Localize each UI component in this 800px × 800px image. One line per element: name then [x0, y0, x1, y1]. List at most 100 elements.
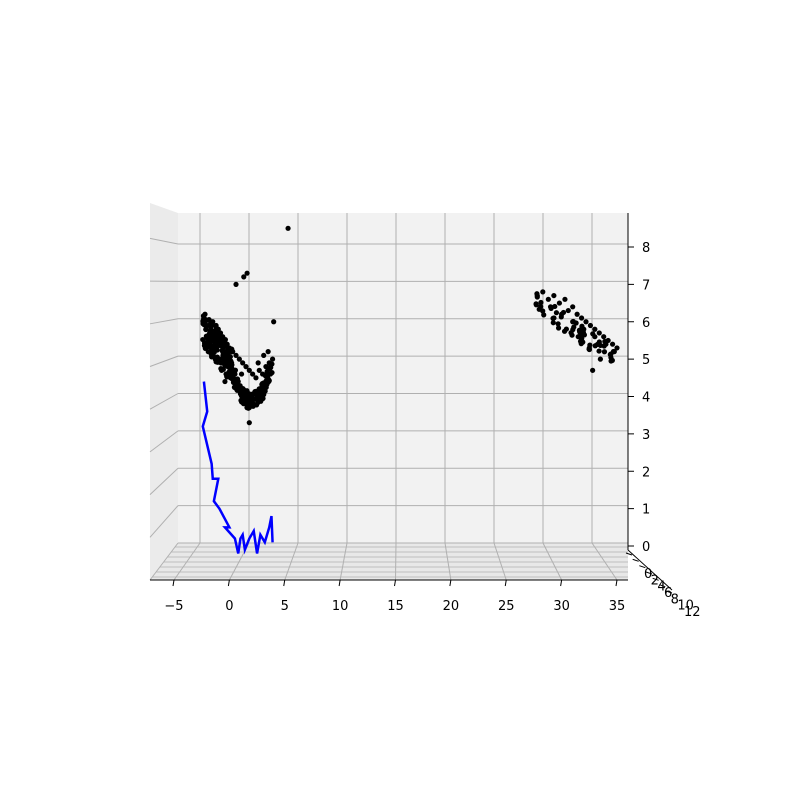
x-floor-grid-line [444, 542, 452, 581]
scatter-point [533, 301, 539, 307]
scatter-point [611, 349, 617, 355]
scatter-point [576, 327, 583, 333]
x-tick-label: 30 [553, 599, 570, 614]
x-floor-grid-line [173, 542, 201, 581]
scatter-point [222, 337, 228, 343]
scatter-point [583, 319, 589, 325]
scatter-point [570, 304, 576, 310]
scatter-point [246, 420, 252, 426]
scatter-point [578, 315, 585, 321]
scatter-point [550, 315, 556, 321]
scatter-point [250, 400, 256, 406]
scatter-point [220, 366, 226, 372]
scatter-point [253, 402, 260, 408]
y-tick-mark [639, 565, 646, 569]
x-tick-mark [227, 579, 230, 587]
scatter-point [238, 397, 244, 404]
y-tick-mark [632, 558, 639, 562]
x-tick-label: 25 [498, 599, 515, 614]
scatter-point [267, 365, 273, 371]
scatter-point [596, 348, 602, 354]
scatter-point [222, 378, 228, 385]
y-tick-label: 0 [644, 567, 652, 582]
x-tick-label: 35 [609, 599, 626, 614]
scatter-point [538, 303, 544, 310]
scatter-point [573, 320, 579, 326]
x-tick-mark [283, 579, 286, 587]
scatter-point [255, 360, 261, 366]
y-tick-mark [652, 577, 659, 581]
trajectory-line [201, 381, 274, 555]
z-tick-label: 1 [642, 503, 650, 518]
x-tick-mark [394, 579, 396, 587]
z-tick-label: 6 [642, 316, 650, 331]
back-pane [178, 213, 628, 543]
scatter-point [579, 323, 585, 329]
y-tick-label: 4 [657, 580, 665, 595]
z-tick-label: 3 [642, 428, 650, 443]
scatter-point [538, 299, 544, 306]
scatter-point [214, 354, 220, 360]
scatter-point [242, 400, 248, 407]
scatter-point [563, 326, 569, 332]
scatter-point [231, 378, 237, 384]
scatter-point [580, 339, 586, 345]
z-tick-label: 5 [642, 353, 650, 368]
scatter-point [254, 390, 260, 396]
scatter-point [208, 320, 214, 326]
axes-panes [150, 203, 628, 580]
scatter-point [238, 371, 245, 377]
scatter-point [267, 361, 273, 367]
scatter-point [243, 364, 249, 370]
x-tick-label: 15 [387, 599, 404, 614]
z-tick-labels: 0 1 2 3 4 5 6 7 8 [642, 241, 650, 555]
scatter-point [241, 274, 247, 280]
x-tick-mark [338, 579, 341, 587]
y-tick-mark [645, 571, 653, 575]
scatter-point [236, 356, 242, 362]
scatter-point [253, 375, 259, 381]
z-side-grid-line [149, 542, 179, 581]
scatter-point [548, 305, 554, 312]
scatter-point [228, 360, 235, 366]
scatter-point [587, 342, 593, 348]
z-side-grid-line [149, 430, 179, 453]
scatter-point [553, 310, 560, 316]
data-series [200, 225, 620, 555]
scatter-point [614, 345, 620, 351]
scatter-point [230, 349, 236, 355]
scatter-point [261, 352, 267, 358]
x-floor-grid-line [395, 542, 397, 581]
scatter-point [271, 319, 277, 325]
scatter-point [222, 349, 228, 355]
y-tick-label: 10 [677, 599, 694, 614]
x-tick-mark [560, 579, 563, 587]
scatter-point [596, 330, 602, 336]
scatter-point [260, 384, 266, 390]
scatter-point [592, 326, 598, 332]
scatter-point [214, 340, 220, 346]
scatter-point [551, 292, 557, 299]
x-tick-mark [172, 579, 175, 587]
x-tick-mark [504, 579, 507, 587]
x-tick-mark [615, 579, 618, 587]
scatter-point [264, 380, 271, 386]
scatter-point [285, 225, 291, 231]
scatter-point [210, 334, 216, 340]
z-tick-label: 7 [642, 278, 650, 293]
z-tick-label: 4 [642, 391, 650, 406]
x-tick-label: 0 [225, 599, 233, 614]
y-tick-mark [665, 590, 673, 594]
scatter-point [560, 309, 567, 316]
scatter-point [608, 358, 614, 364]
scatter-point [562, 296, 568, 302]
x-floor-grid-line [542, 542, 563, 581]
x-tick-label: 5 [281, 599, 289, 614]
scatter-point [226, 365, 232, 371]
scatter-point [240, 360, 246, 366]
scatter-point [540, 289, 546, 295]
scatter-point [223, 341, 229, 347]
floor-pane [150, 543, 628, 580]
